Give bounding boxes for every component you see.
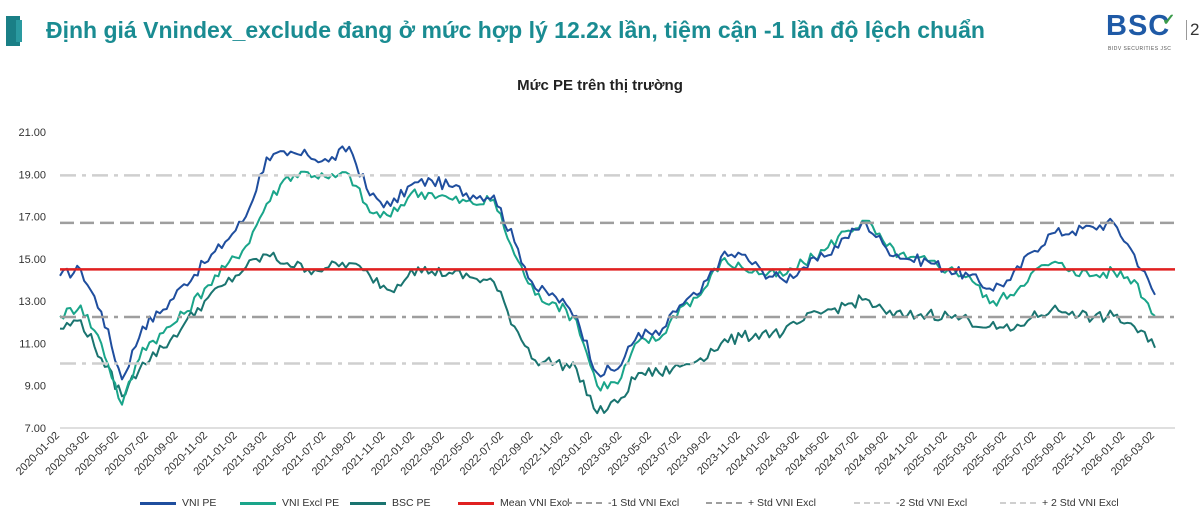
legend-swatch — [140, 501, 176, 505]
logo-check-icon: ✓ — [1162, 12, 1176, 29]
legend-label: + 2 Std VNI Excl — [1042, 497, 1119, 509]
legend-label: VNI Excl PE — [282, 497, 340, 509]
legend-swatch — [240, 501, 276, 505]
legend-swatch — [350, 501, 386, 505]
page-header: Định giá Vnindex_exclude đang ở mức hợp … — [0, 0, 1200, 62]
legend-swatch — [1000, 502, 1036, 504]
bsc-logo: BSC ✓ BIDV SECURITIES JSC — [1106, 10, 1176, 54]
legend-label: VNI PE — [182, 497, 217, 509]
legend-swatch — [854, 502, 890, 504]
y-tick-label: 11.00 — [19, 338, 46, 350]
legend-label: BSC PE — [392, 497, 431, 509]
page-title: Định giá Vnindex_exclude đang ở mức hợp … — [46, 17, 985, 43]
legend-item: VNI PE — [140, 497, 216, 509]
pe-line-chart: 7.00 9.00 11.00 13.00 15.00 17.00 19.00 21.00 2… — [14, 127, 1175, 478]
y-tick-label: 13.00 — [18, 296, 46, 308]
chart-title: Mức PE trên thị trường — [517, 77, 683, 94]
y-tick-label: 9.00 — [25, 381, 46, 393]
y-tick-label: 7.00 — [25, 423, 46, 435]
y-tick-label: 17.00 — [18, 212, 46, 224]
title-accent-bar — [6, 16, 22, 46]
chart-legend: VNI PE VNI Excl PE BSC PE Mean VNI Excl -1 S… — [140, 497, 1200, 515]
legend-label: + Std VNI Excl — [748, 497, 816, 509]
legend-swatch — [566, 502, 602, 504]
legend-item: -2 Std VNI Excl — [854, 497, 967, 509]
legend-item: + 2 Std VNI Excl — [1000, 497, 1119, 509]
y-tick-label: 15.00 — [18, 254, 46, 266]
legend-item: VNI Excl PE — [240, 497, 339, 509]
y-axis: 7.00 9.00 11.00 13.00 15.00 17.00 19.00 21.00 — [18, 127, 46, 435]
series-line-bsc-pe — [59, 251, 1156, 415]
logo-subtitle: BIDV SECURITIES JSC — [1108, 46, 1172, 52]
legend-swatch — [706, 502, 742, 504]
logo-text: BSC — [1106, 10, 1171, 42]
series-line-vni-pe — [59, 145, 1156, 381]
x-axis: 2020-01-022020-03-022020-05-022020-07-02… — [14, 430, 1157, 478]
y-tick-label: 19.00 — [18, 169, 46, 181]
legend-item: -1 Std VNI Excl — [566, 497, 679, 509]
y-tick-label: 21.00 — [18, 127, 46, 139]
page-number: 2 — [1186, 20, 1199, 40]
series-lines — [59, 145, 1156, 415]
legend-swatch — [458, 501, 494, 505]
legend-item: BSC PE — [350, 497, 431, 509]
legend-item: Mean VNI Excl — [458, 497, 569, 509]
legend-label: Mean VNI Excl — [500, 497, 570, 509]
legend-item: + Std VNI Excl — [706, 497, 816, 509]
legend-label: -2 Std VNI Excl — [896, 497, 968, 509]
reference-lines — [60, 174, 1175, 365]
legend-label: -1 Std VNI Excl — [608, 497, 680, 509]
series-line-vni-excl-pe — [59, 170, 1156, 406]
